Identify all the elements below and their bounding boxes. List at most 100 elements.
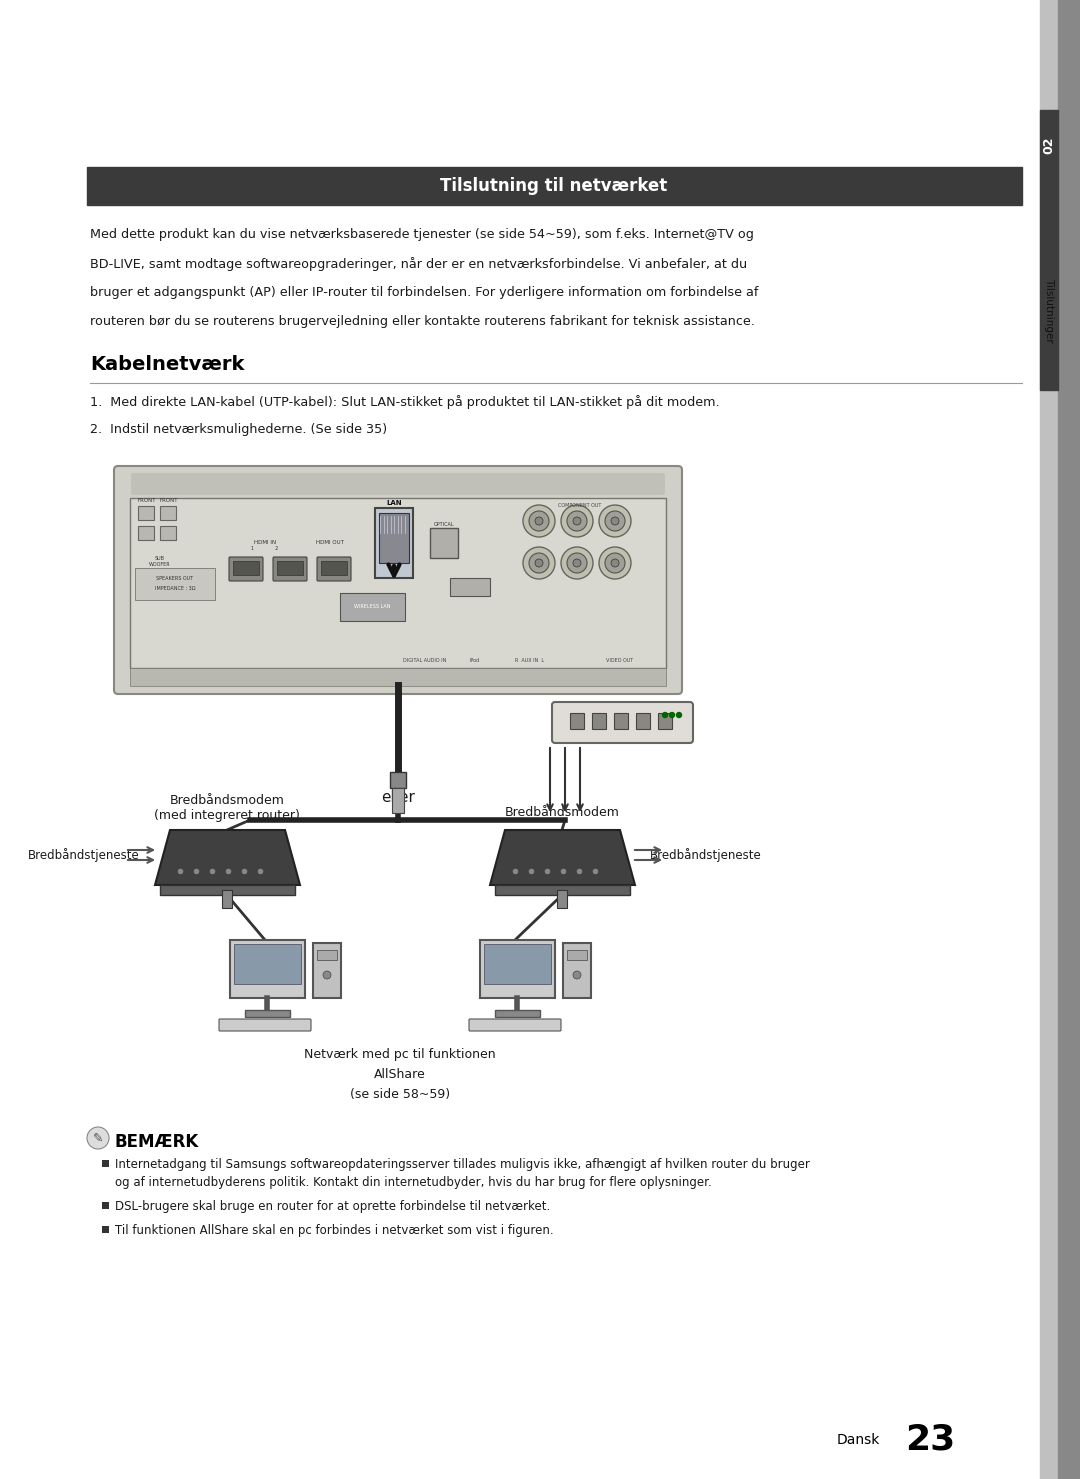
Text: 2.  Indstil netværksmulighederne. (Se side 35): 2. Indstil netværksmulighederne. (Se sid… bbox=[90, 423, 387, 436]
Text: SPEAKERS OUT: SPEAKERS OUT bbox=[157, 575, 193, 581]
Text: BD-LIVE, samt modtage softwareopgraderinger, når der er en netværksforbindelse. : BD-LIVE, samt modtage softwareopgraderin… bbox=[90, 257, 747, 271]
Bar bbox=[130, 498, 666, 669]
Text: BEMÆRK: BEMÆRK bbox=[114, 1133, 199, 1151]
Text: ✎: ✎ bbox=[93, 1131, 104, 1145]
Bar bbox=[230, 941, 305, 998]
Bar bbox=[102, 1226, 109, 1233]
FancyBboxPatch shape bbox=[229, 558, 264, 581]
Text: eller: eller bbox=[381, 790, 415, 805]
Text: routeren bør du se routerens brugervejledning eller kontakte routerens fabrikant: routeren bør du se routerens brugervejle… bbox=[90, 315, 755, 328]
Text: DIGITAL AUDIO IN: DIGITAL AUDIO IN bbox=[403, 658, 447, 663]
Bar bbox=[1040, 109, 1058, 390]
Bar bbox=[313, 944, 341, 998]
Text: bruger et adgangspunkt (AP) eller IP-router til forbindelsen. For yderligere inf: bruger et adgangspunkt (AP) eller IP-rou… bbox=[90, 285, 758, 299]
Circle shape bbox=[599, 504, 631, 537]
Bar bbox=[392, 788, 404, 813]
Bar bbox=[480, 941, 555, 998]
Bar bbox=[430, 528, 458, 558]
Bar bbox=[160, 506, 176, 521]
Bar bbox=[102, 1160, 109, 1167]
Text: Tilslutning til netværket: Tilslutning til netværket bbox=[441, 177, 667, 195]
Text: Bredbåndstjeneste: Bredbåndstjeneste bbox=[28, 847, 140, 862]
Circle shape bbox=[567, 553, 588, 572]
Text: Netværk med pc til funktionen: Netværk med pc til funktionen bbox=[305, 1049, 496, 1060]
Text: FRONT: FRONT bbox=[138, 498, 157, 503]
Bar bbox=[276, 561, 303, 575]
FancyBboxPatch shape bbox=[552, 703, 693, 742]
FancyBboxPatch shape bbox=[219, 1019, 311, 1031]
Text: VIDEO OUT: VIDEO OUT bbox=[606, 658, 634, 663]
Circle shape bbox=[523, 504, 555, 537]
Text: HDMI OUT: HDMI OUT bbox=[316, 540, 343, 544]
Bar bbox=[592, 713, 606, 729]
Text: 23: 23 bbox=[905, 1423, 955, 1457]
Text: Kabelnetværk: Kabelnetværk bbox=[90, 355, 244, 374]
Bar bbox=[160, 884, 295, 895]
Circle shape bbox=[567, 512, 588, 531]
Circle shape bbox=[529, 553, 549, 572]
Text: HDMI IN: HDMI IN bbox=[254, 540, 276, 544]
Circle shape bbox=[535, 559, 543, 566]
Circle shape bbox=[662, 713, 667, 717]
Bar bbox=[557, 890, 567, 908]
Text: 1              2: 1 2 bbox=[252, 546, 279, 552]
Circle shape bbox=[670, 713, 675, 717]
Bar bbox=[658, 713, 672, 729]
Polygon shape bbox=[490, 830, 635, 884]
FancyBboxPatch shape bbox=[114, 466, 681, 694]
Bar bbox=[234, 944, 301, 984]
Circle shape bbox=[611, 559, 619, 566]
Bar bbox=[615, 713, 627, 729]
Bar bbox=[102, 1202, 109, 1208]
Bar bbox=[321, 561, 347, 575]
Text: DSL-brugere skal bruge en router for at oprette forbindelse til netværket.: DSL-brugere skal bruge en router for at … bbox=[114, 1199, 550, 1213]
Circle shape bbox=[535, 518, 543, 525]
Text: Tilslutninger: Tilslutninger bbox=[1044, 278, 1054, 342]
FancyBboxPatch shape bbox=[273, 558, 307, 581]
Bar bbox=[375, 507, 413, 578]
Bar bbox=[138, 527, 154, 540]
Circle shape bbox=[323, 972, 330, 979]
Bar bbox=[135, 568, 215, 600]
Text: (med integreret router): (med integreret router) bbox=[154, 809, 300, 822]
Text: (se side 58~59): (se side 58~59) bbox=[350, 1089, 450, 1100]
Text: LAN: LAN bbox=[387, 500, 402, 506]
Bar bbox=[495, 884, 630, 895]
Bar bbox=[130, 669, 666, 686]
FancyBboxPatch shape bbox=[131, 473, 665, 495]
Circle shape bbox=[611, 518, 619, 525]
Text: R  AUX IN  L: R AUX IN L bbox=[515, 658, 544, 663]
Bar bbox=[1058, 0, 1080, 1479]
Bar bbox=[87, 167, 1022, 206]
FancyBboxPatch shape bbox=[318, 558, 351, 581]
Polygon shape bbox=[156, 830, 300, 884]
Circle shape bbox=[573, 972, 581, 979]
Bar bbox=[160, 527, 176, 540]
Circle shape bbox=[561, 504, 593, 537]
Bar bbox=[570, 713, 584, 729]
Text: Dansk: Dansk bbox=[837, 1433, 880, 1446]
Bar bbox=[567, 950, 588, 960]
Text: AllShare: AllShare bbox=[374, 1068, 426, 1081]
Text: Bredbåndsmodem: Bredbåndsmodem bbox=[170, 794, 284, 806]
Text: Med dette produkt kan du vise netværksbaserede tjenester (se side 54~59), som f.: Med dette produkt kan du vise netværksba… bbox=[90, 228, 754, 241]
Circle shape bbox=[529, 512, 549, 531]
Circle shape bbox=[599, 547, 631, 578]
Bar bbox=[138, 506, 154, 521]
Text: WIRELESS LAN: WIRELESS LAN bbox=[354, 605, 390, 609]
Bar bbox=[1040, 0, 1080, 1479]
Text: Bredbåndsmodem: Bredbåndsmodem bbox=[504, 806, 620, 818]
Text: SUB
WOOFER: SUB WOOFER bbox=[149, 556, 171, 566]
Circle shape bbox=[561, 547, 593, 578]
Text: Bredbåndstjeneste: Bredbåndstjeneste bbox=[650, 847, 761, 862]
Text: Til funktionen AllShare skal en pc forbindes i netværket som vist i figuren.: Til funktionen AllShare skal en pc forbi… bbox=[114, 1225, 554, 1236]
Bar bbox=[245, 1010, 291, 1018]
Text: IMPEDANCE : 3Ω: IMPEDANCE : 3Ω bbox=[154, 586, 195, 592]
Bar bbox=[379, 513, 409, 563]
Circle shape bbox=[605, 553, 625, 572]
Bar bbox=[450, 578, 490, 596]
Bar bbox=[222, 890, 232, 908]
Bar bbox=[484, 944, 551, 984]
Text: Router: Router bbox=[602, 683, 644, 697]
Circle shape bbox=[573, 518, 581, 525]
